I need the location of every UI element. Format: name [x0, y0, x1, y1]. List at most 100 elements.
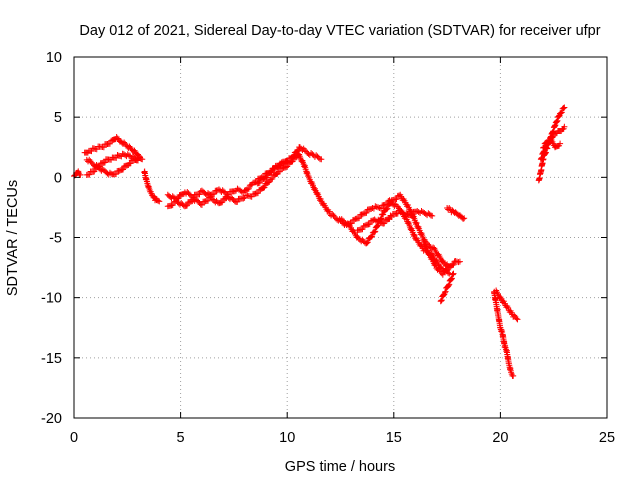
data-point: [126, 152, 133, 159]
data-track: [437, 270, 457, 305]
data-point: [86, 171, 93, 178]
data-point: [371, 229, 378, 236]
data-point: [555, 113, 562, 120]
data-point: [114, 151, 121, 158]
data-point: [248, 193, 255, 200]
data-point: [441, 289, 448, 296]
data-point: [211, 191, 218, 198]
y-tick-label: 5: [54, 110, 62, 126]
data-point: [198, 202, 205, 209]
data-point: [456, 258, 463, 265]
data-point: [449, 271, 456, 278]
data-point: [93, 146, 100, 153]
data-point: [364, 239, 371, 246]
data-point: [561, 123, 568, 130]
data-point: [438, 297, 445, 304]
data-point: [425, 251, 432, 258]
y-tick-label: 0: [54, 170, 62, 186]
data-point: [445, 266, 452, 273]
data-point: [388, 214, 395, 221]
data-point: [411, 232, 418, 239]
y-tick-label: -15: [41, 351, 62, 367]
data-point: [134, 155, 141, 162]
data-point: [452, 257, 459, 264]
data-point: [205, 197, 212, 204]
axis-ticks: 0 5 10 15 20 25 -20 -15 -10 -5 0 5 10: [41, 50, 615, 446]
data-track: [491, 288, 517, 379]
data-point: [100, 144, 107, 151]
data-track: [493, 287, 521, 323]
data-point: [106, 140, 113, 147]
x-axis-label: GPS time / hours: [285, 459, 395, 475]
data-point: [77, 171, 84, 178]
data-track: [444, 205, 468, 222]
data-point: [175, 195, 182, 202]
data-point: [183, 202, 190, 209]
data-point: [88, 148, 95, 155]
data-point: [261, 184, 268, 191]
data-point: [314, 153, 321, 160]
data-point: [271, 165, 278, 172]
data-point: [318, 156, 325, 163]
data-point: [284, 158, 291, 165]
data-point: [317, 197, 324, 204]
data-point: [268, 169, 275, 176]
data-point: [373, 203, 380, 210]
x-tick-label: 20: [492, 430, 508, 446]
data-point: [169, 202, 176, 209]
x-tick-label: 0: [70, 430, 78, 446]
data-point: [254, 190, 261, 197]
data-track: [164, 152, 301, 210]
data-point: [449, 271, 456, 278]
data-point: [514, 316, 521, 323]
data-point: [442, 288, 449, 295]
x-tick-label: 25: [599, 430, 615, 446]
data-point: [380, 211, 387, 218]
data-point: [429, 212, 436, 219]
data-point: [190, 194, 197, 201]
data-point: [120, 166, 127, 173]
data-point: [366, 221, 373, 228]
data-point: [225, 191, 232, 198]
data-point: [313, 152, 320, 159]
data-point: [554, 117, 561, 124]
data-point: [196, 191, 203, 198]
data-point: [447, 276, 454, 283]
data-point: [315, 154, 322, 161]
data-point: [438, 297, 445, 304]
data-point: [450, 261, 457, 268]
data-point: [558, 109, 565, 116]
data-point: [510, 372, 517, 379]
chart-title: Day 012 of 2021, Sidereal Day-to-day VTE…: [79, 23, 600, 39]
data-point: [439, 271, 446, 278]
data-point: [513, 315, 520, 322]
data-point: [561, 104, 568, 111]
data-point: [560, 105, 567, 112]
data-point: [359, 226, 366, 233]
data-point: [409, 211, 416, 218]
y-tick-label: -10: [41, 291, 62, 307]
data-point: [448, 275, 455, 282]
data-point: [383, 206, 390, 213]
data-point: [363, 239, 370, 246]
data-point: [375, 204, 382, 211]
y-tick-label: -5: [49, 231, 62, 247]
data-point: [245, 185, 252, 192]
data-point: [384, 205, 391, 212]
data-point: [413, 219, 420, 226]
data-point: [238, 188, 245, 195]
data-point: [540, 144, 547, 151]
data-point: [450, 270, 457, 277]
y-axis-label: SDTVAR / TECUs: [5, 180, 21, 296]
data-point: [448, 276, 455, 283]
y-tick-label: 10: [46, 50, 62, 66]
data-point: [386, 200, 393, 207]
data-point: [127, 160, 134, 167]
data-point: [256, 179, 263, 186]
data-point: [376, 205, 383, 212]
data-point: [269, 175, 276, 182]
data-point: [369, 233, 376, 240]
data-track: [83, 155, 141, 178]
data-track: [354, 206, 436, 234]
data-point: [440, 292, 447, 299]
